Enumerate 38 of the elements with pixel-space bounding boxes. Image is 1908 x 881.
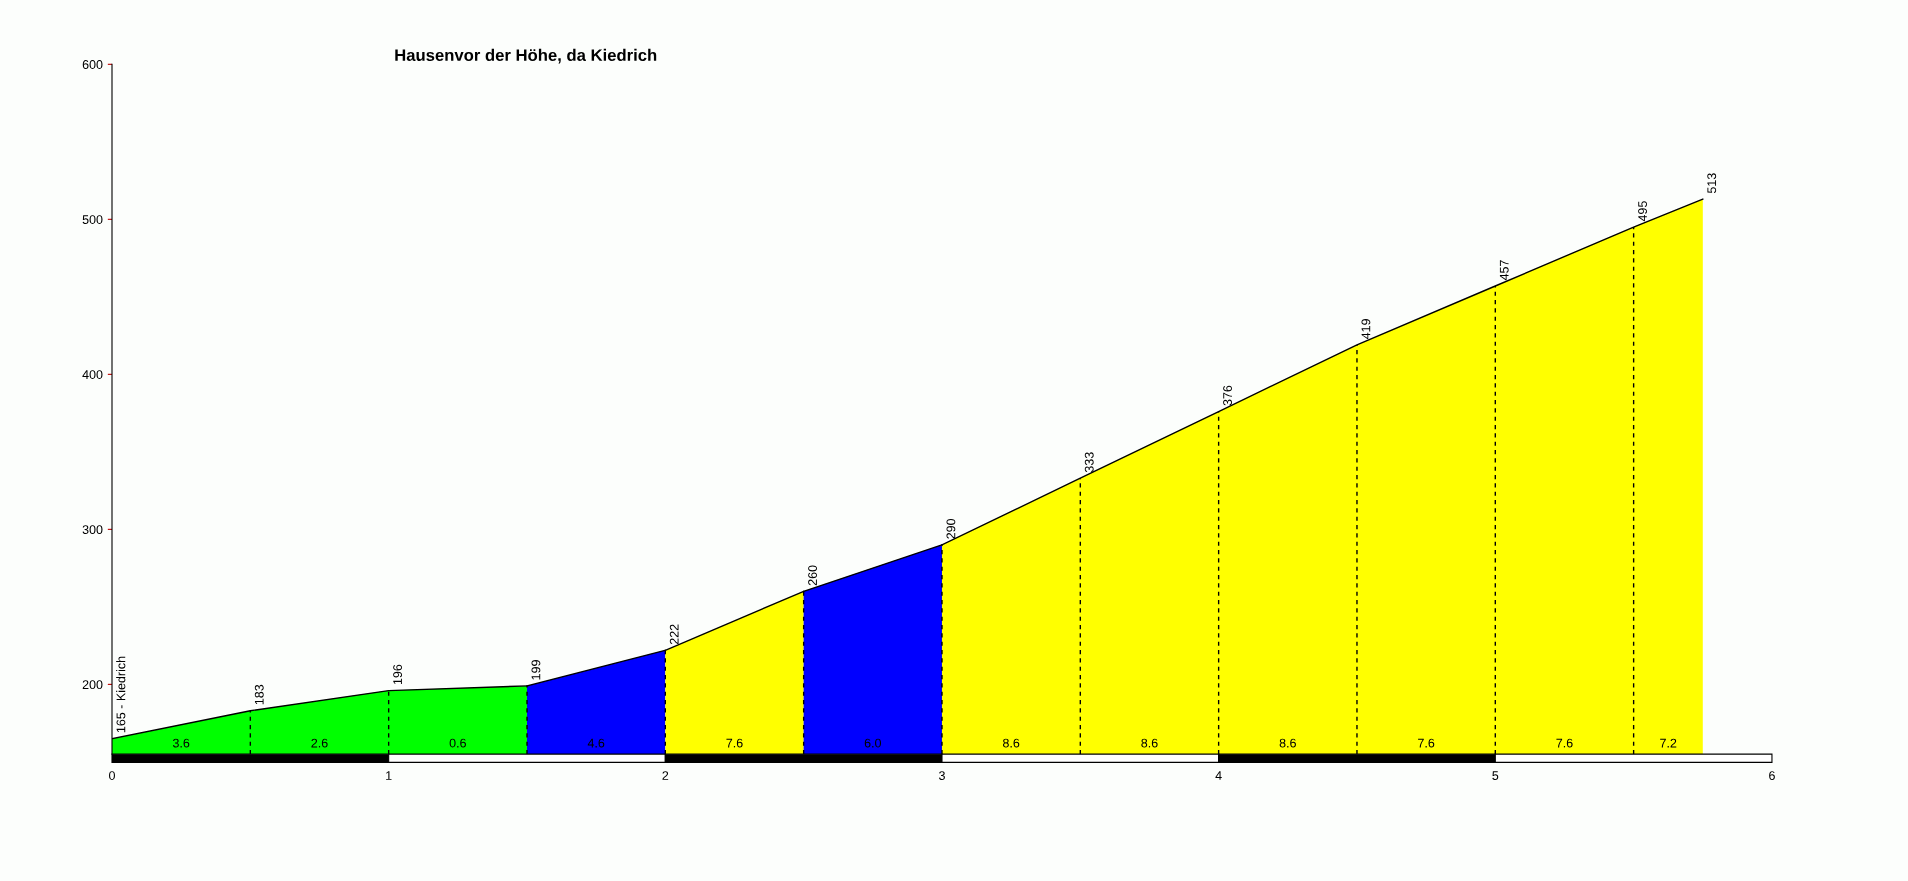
data-label: 183	[254, 684, 264, 705]
data-label: 333	[1084, 452, 1094, 473]
y-tick-label: 300	[82, 525, 103, 535]
data-label: 165 - Kiedrich	[116, 656, 126, 733]
data-label: 376	[1223, 385, 1232, 406]
y-tick-label: 500	[82, 215, 103, 224]
x-tick-label: 0	[109, 771, 115, 780]
annotation: 8.6	[1003, 738, 1020, 748]
x-tick-label: 1	[386, 771, 392, 780]
data-label: 495	[1638, 201, 1647, 222]
chart-title: Hausenvor der Höhe, da Kiedrich	[395, 48, 657, 64]
data-label: 222	[669, 624, 679, 645]
annotation: 7.2	[1660, 738, 1677, 748]
data-label: 290	[946, 518, 956, 539]
annotation: 8.6	[1141, 738, 1158, 748]
annotation: 3.6	[172, 738, 190, 748]
annotation: 8.6	[1279, 738, 1296, 748]
data-label: 196	[393, 664, 403, 685]
x-tick-label: 6	[1769, 771, 1775, 780]
annotation: 0.6	[449, 738, 466, 748]
annotation: 6.0	[864, 738, 882, 748]
x-tick-label: 2	[662, 771, 669, 780]
annotation: 7.6	[726, 738, 743, 748]
x-tick-label: 4	[1215, 771, 1222, 780]
y-tick-label: 600	[82, 60, 103, 69]
annotation: 7.6	[1418, 738, 1435, 748]
y-tick-label: 200	[82, 680, 103, 690]
x-tick-label: 5	[1492, 771, 1499, 780]
annotation: 2.6	[311, 738, 328, 748]
data-label: 419	[1361, 319, 1371, 340]
data-label: 513	[1707, 173, 1717, 194]
data-label: 457	[1499, 260, 1509, 281]
data-label: 260	[808, 565, 817, 586]
x-tick-label: 3	[938, 771, 945, 780]
annotation: 7.6	[1556, 738, 1573, 748]
y-tick-label: 400	[82, 370, 103, 379]
annotation: 4.6	[587, 738, 605, 748]
data-label: 199	[531, 660, 541, 680]
